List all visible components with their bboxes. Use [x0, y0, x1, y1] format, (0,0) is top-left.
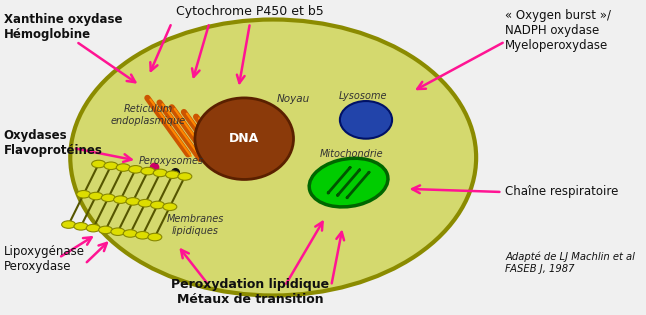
- Text: Mitochondrie: Mitochondrie: [320, 149, 383, 159]
- Circle shape: [101, 194, 115, 202]
- Circle shape: [136, 232, 149, 239]
- Ellipse shape: [195, 98, 293, 180]
- Circle shape: [148, 233, 162, 241]
- Text: Peroxydation lipidique
Métaux de transition: Peroxydation lipidique Métaux de transit…: [171, 278, 329, 306]
- Text: Peroxysomes: Peroxysomes: [139, 156, 204, 166]
- Circle shape: [141, 167, 155, 175]
- Circle shape: [126, 198, 140, 205]
- Text: Lysosome: Lysosome: [339, 91, 388, 101]
- Circle shape: [104, 162, 118, 169]
- Text: Oxydases
Flavoprotéines: Oxydases Flavoprotéines: [4, 129, 103, 158]
- Ellipse shape: [340, 101, 392, 139]
- Circle shape: [74, 223, 88, 230]
- Ellipse shape: [309, 158, 388, 207]
- Circle shape: [138, 199, 152, 207]
- Circle shape: [153, 169, 167, 177]
- Text: Xanthine oxydase
Hémoglobine: Xanthine oxydase Hémoglobine: [4, 13, 122, 41]
- Text: DNA: DNA: [229, 132, 259, 145]
- Circle shape: [111, 228, 125, 235]
- Circle shape: [165, 171, 180, 179]
- Text: Noyau: Noyau: [277, 94, 310, 105]
- Circle shape: [92, 160, 105, 168]
- Text: Membranes
lipidiques: Membranes lipidiques: [166, 214, 224, 236]
- Text: Chaîne respiratoire: Chaîne respiratoire: [505, 186, 618, 198]
- Circle shape: [61, 221, 76, 228]
- Text: Reticulum
endoplasmique: Reticulum endoplasmique: [111, 104, 186, 126]
- Text: Adapté de LJ Machlin et al
FASEB J, 1987: Adapté de LJ Machlin et al FASEB J, 1987: [505, 251, 635, 274]
- Circle shape: [178, 173, 192, 180]
- Circle shape: [87, 224, 100, 232]
- Circle shape: [114, 196, 127, 203]
- Circle shape: [89, 192, 103, 200]
- Text: « Oxygen burst »/
NADPH oxydase
Myeloperoxydase: « Oxygen burst »/ NADPH oxydase Myeloper…: [505, 9, 611, 52]
- Circle shape: [77, 191, 90, 198]
- Circle shape: [116, 164, 130, 171]
- Circle shape: [151, 201, 165, 209]
- Circle shape: [163, 203, 177, 210]
- Text: Cytochrome P450 et b5: Cytochrome P450 et b5: [176, 5, 324, 18]
- Circle shape: [99, 226, 112, 234]
- Circle shape: [123, 230, 137, 237]
- Text: Lipoxygénase
Peroxydase: Lipoxygénase Peroxydase: [4, 245, 85, 273]
- Circle shape: [129, 166, 143, 173]
- Ellipse shape: [70, 20, 476, 295]
